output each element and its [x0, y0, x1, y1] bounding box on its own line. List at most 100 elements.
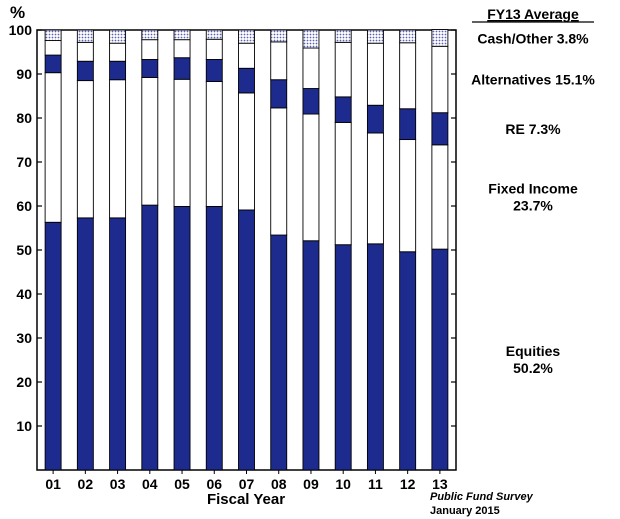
y-tick-label: 40: [16, 286, 32, 302]
y-tick-label: 90: [16, 66, 32, 82]
bar-segment-fixed-income-06: [205, 81, 223, 207]
bar-segment-fixed-income-12: [399, 139, 417, 253]
bar-segment-cash-other-12: [399, 29, 417, 44]
x-tick-label-08: 08: [271, 476, 287, 492]
bar-segment-re-02: [76, 60, 94, 82]
x-tick-label-02: 02: [78, 476, 94, 492]
x-tick-label-11: 11: [368, 476, 383, 492]
legend-entry-2-line-0: RE 7.3%: [505, 121, 561, 137]
bar-segment-fixed-income-02: [76, 80, 94, 219]
x-tick-label-13: 13: [432, 476, 448, 492]
source-line-2: January 2015: [430, 505, 500, 517]
bar-segment-alternatives-10: [334, 41, 352, 98]
y-axis: 10 20 30 40 50 60 70 80 90 100: [9, 22, 456, 434]
bar-segment-equities-04: [141, 204, 159, 471]
x-tick-label-05: 05: [174, 476, 190, 492]
bar-segment-equities-02: [76, 217, 94, 471]
x-tick-label-09: 09: [303, 476, 319, 492]
bar-segment-re-05: [173, 57, 191, 80]
bar-segment-cash-other-11: [366, 29, 384, 44]
bar-segment-re-07: [238, 67, 255, 94]
bar-segment-cash-other-09: [302, 29, 320, 49]
bar-segment-equities-05: [173, 205, 191, 471]
legend-entry-0-line-0: Cash/Other 3.8%: [477, 30, 589, 46]
y-tick-label: 50: [16, 242, 32, 258]
bar-segment-cash-other-03: [109, 29, 127, 44]
y-tick-label: 80: [16, 110, 32, 126]
y-tick-label: 10: [16, 418, 32, 434]
bar-segment-re-12: [399, 108, 417, 141]
y-tick-label: 100: [9, 22, 33, 38]
bar-segment-alternatives-13: [431, 45, 449, 114]
bar-segment-alternatives-12: [399, 42, 417, 110]
bar-segment-cash-other-13: [431, 29, 449, 47]
y-axis-unit-label: %: [10, 3, 25, 22]
bar-segment-equities-01: [44, 221, 62, 471]
legend-entry-3-line-1: 23.7%: [513, 197, 553, 213]
bar-segment-equities-11: [366, 243, 384, 471]
bar-segment-alternatives-07: [238, 42, 255, 69]
bar-segment-fixed-income-09: [302, 113, 320, 242]
bar-segment-alternatives-11: [366, 42, 384, 106]
x-tick-label-12: 12: [400, 476, 416, 492]
bar-segment-re-13: [431, 112, 449, 146]
bar-segment-alternatives-09: [302, 47, 320, 89]
bar-segment-alternatives-01: [44, 40, 62, 56]
plot-area: [36, 29, 457, 471]
x-tick-label-04: 04: [142, 476, 158, 492]
bar-segment-alternatives-05: [173, 39, 191, 59]
bar-segment-fixed-income-03: [109, 79, 127, 219]
bar-segment-re-09: [302, 88, 320, 115]
x-axis-title: Fiscal Year: [207, 491, 285, 508]
bar-segment-fixed-income-05: [173, 78, 191, 207]
bar-segment-alternatives-06: [205, 38, 223, 60]
bar-segment-fixed-income-08: [270, 107, 288, 236]
bar-segment-re-03: [109, 60, 127, 81]
x-tick-label-03: 03: [110, 476, 126, 492]
bar-segment-fixed-income-10: [334, 121, 352, 246]
bar-segment-re-01: [44, 54, 62, 74]
y-tick-label: 20: [16, 374, 32, 390]
bar-segment-fixed-income-13: [431, 144, 449, 250]
bar-segment-equities-03: [109, 217, 127, 471]
bar-segment-cash-other-06: [205, 29, 223, 40]
bar-segment-cash-other-10: [334, 29, 352, 43]
bar-segment-cash-other-01: [44, 29, 62, 42]
bar-segment-alternatives-04: [141, 39, 159, 60]
bar-segment-re-08: [270, 79, 288, 109]
bar-segment-fixed-income-11: [366, 132, 384, 245]
y-tick-label: 60: [16, 198, 32, 214]
bar-segment-equities-06: [205, 205, 223, 471]
bar-segment-re-11: [366, 104, 384, 134]
bar-segment-equities-08: [270, 234, 288, 471]
bar-segment-cash-other-02: [76, 29, 94, 43]
legend-entry-1-line-0: Alternatives 15.1%: [471, 72, 595, 88]
x-tick-label-01: 01: [45, 476, 61, 492]
bar-segment-re-10: [334, 96, 352, 123]
legend-title: FY13 Average: [487, 6, 579, 22]
bar-segment-equities-09: [302, 240, 320, 471]
bar-segment-re-04: [141, 59, 159, 78]
bar-segment-alternatives-02: [76, 41, 94, 62]
legend-entry-4-line-0: Equities: [506, 343, 561, 359]
x-tick-label-10: 10: [335, 476, 351, 492]
legend: Cash/Other 3.8% Alternatives 15.1% RE 7.3%…: [471, 30, 595, 376]
bar-segment-re-06: [205, 59, 223, 82]
bar-segment-cash-other-07: [238, 29, 255, 44]
legend-entry-3-line-0: Fixed Income: [488, 180, 578, 196]
bar-segment-equities-12: [399, 251, 417, 471]
bar-segment-cash-other-04: [141, 29, 159, 41]
bar-segment-fixed-income-01: [44, 72, 62, 223]
source-line-1: Public Fund Survey: [430, 491, 534, 503]
bar-segment-equities-13: [431, 248, 449, 471]
legend-entry-4-line-1: 50.2%: [513, 360, 553, 376]
bar-segment-alternatives-03: [109, 42, 127, 62]
bar-segment-equities-07: [238, 209, 255, 471]
y-tick-label: 70: [16, 154, 32, 170]
x-tick-label-06: 06: [206, 476, 222, 492]
bar-segment-alternatives-08: [270, 41, 288, 81]
x-tick-label-07: 07: [239, 476, 255, 492]
bar-segment-fixed-income-07: [238, 92, 255, 211]
bar-segment-fixed-income-04: [141, 77, 159, 206]
